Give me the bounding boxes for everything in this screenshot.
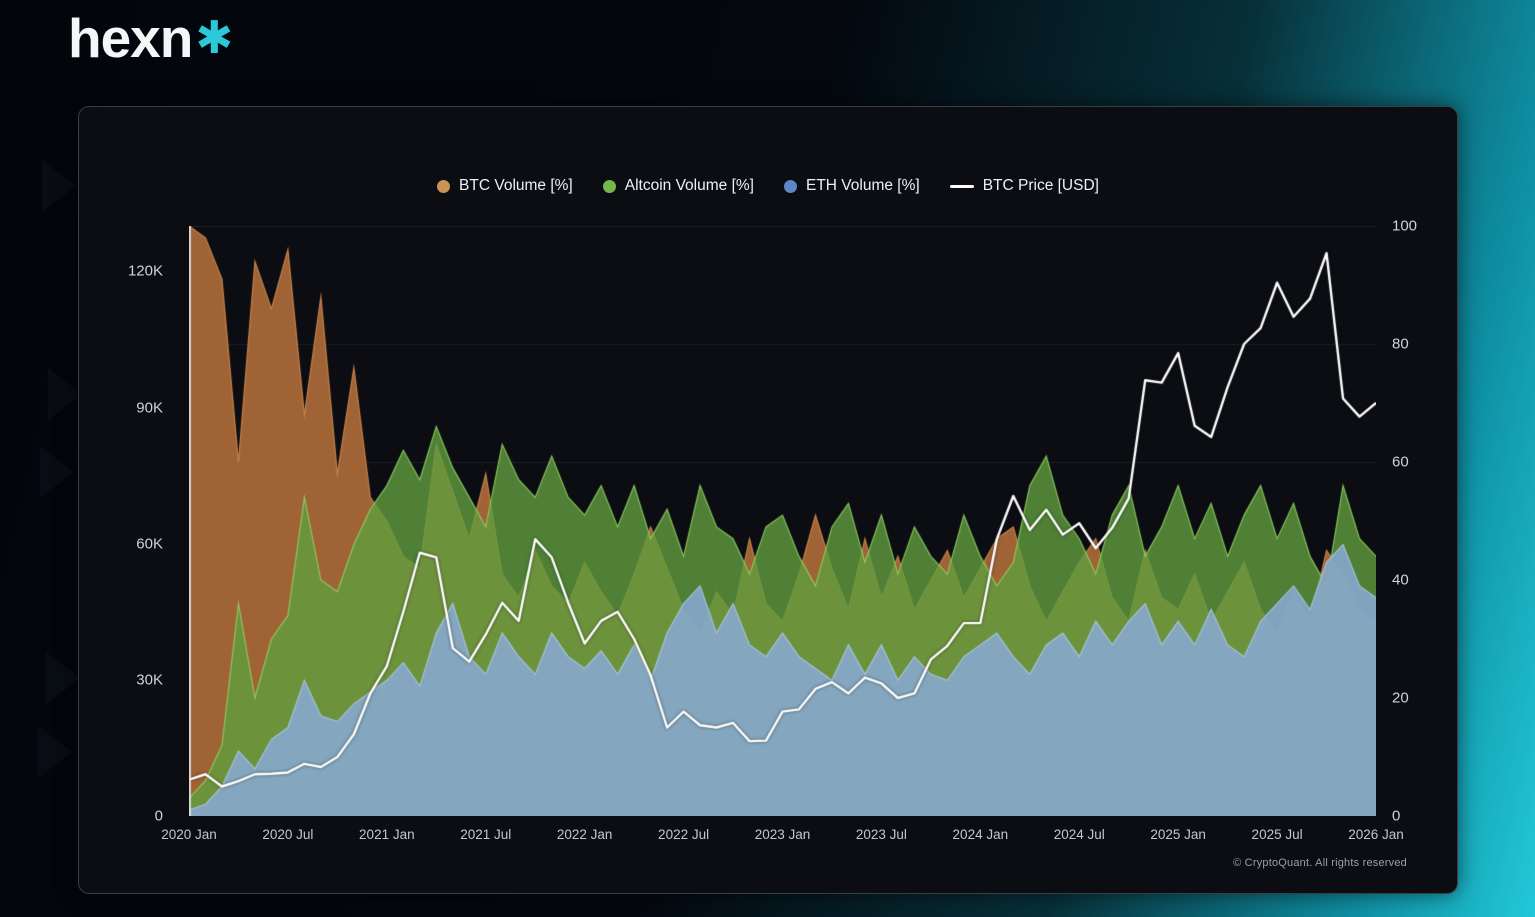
decor-triangle — [38, 726, 72, 778]
x-tick: 2022 Jul — [658, 827, 710, 842]
x-tick: 2022 Jan — [556, 827, 613, 842]
y-axis-left: 0 30K 60K 90K 120K — [79, 226, 177, 825]
y-left-tick: 60K — [136, 535, 163, 553]
y-left-tick: 30K — [136, 671, 163, 689]
x-tick: 2021 Jan — [359, 827, 415, 842]
x-tick: 2024 Jan — [952, 827, 1009, 842]
legend-label: Altcoin Volume [%] — [624, 177, 754, 194]
y-right-tick: 0 — [1392, 807, 1401, 825]
watermark: © CryptoQuant. All rights reserved — [1233, 857, 1407, 869]
x-tick: 2023 Jul — [855, 827, 907, 842]
legend-dot-icon — [783, 179, 797, 193]
x-axis: 2020 Jan 2020 Jul 2021 Jan 2021 Jul 2022 Jan… — [161, 823, 1404, 845]
y-right-tick: 40 — [1392, 571, 1409, 589]
decor-triangle — [42, 160, 76, 212]
legend-item[interactable]: BTC Volume [%] — [437, 177, 573, 195]
legend-label: BTC Volume [%] — [459, 177, 573, 194]
x-tick: 2025 Jan — [1150, 827, 1206, 842]
chart-canvas[interactable] — [189, 226, 1376, 816]
x-tick: 2020 Jan — [161, 827, 217, 842]
legend-label: ETH Volume [%] — [805, 177, 920, 194]
legend-item[interactable]: BTC Price [USD] — [949, 177, 1099, 195]
y-left-tick: 90K — [136, 399, 163, 417]
x-tick: 2024 Jul — [1053, 827, 1105, 842]
legend-item[interactable]: Altcoin Volume [%] — [602, 177, 754, 195]
x-tick: 2025 Jul — [1251, 827, 1303, 842]
legend-item[interactable]: ETH Volume [%] — [783, 177, 920, 195]
legend-line-icon — [949, 184, 974, 188]
x-tick: 2026 Jan — [1348, 827, 1404, 842]
brand-name: hexn — [68, 7, 193, 69]
chart-card: BTC Volume [%] Altcoin Volume [%] ETH Volu… — [78, 106, 1458, 894]
brand-asterisk-icon: ✱ — [195, 12, 233, 63]
y-left-tick: 120K — [127, 262, 163, 280]
y-right-tick: 100 — [1392, 217, 1418, 235]
legend-label: BTC Price [USD] — [982, 177, 1099, 194]
decor-triangle — [40, 446, 74, 498]
x-tick: 2020 Jul — [262, 827, 314, 842]
y-axis-right: 0 20 40 60 80 100 — [1388, 218, 1454, 825]
x-tick: 2023 Jan — [754, 827, 811, 842]
legend-dot-icon — [602, 179, 616, 193]
chart-legend: BTC Volume [%] Altcoin Volume [%] ETH Volu… — [79, 177, 1457, 195]
brand-logo: hexn✱ — [68, 6, 233, 70]
decor-triangle — [48, 368, 82, 420]
decor-triangle — [46, 652, 80, 704]
x-tick: 2021 Jul — [460, 827, 512, 842]
y-left-tick: 0 — [154, 807, 163, 825]
y-right-tick: 60 — [1392, 453, 1409, 471]
y-right-tick: 20 — [1392, 689, 1409, 707]
legend-dot-icon — [437, 179, 451, 193]
y-right-tick: 80 — [1392, 335, 1409, 353]
